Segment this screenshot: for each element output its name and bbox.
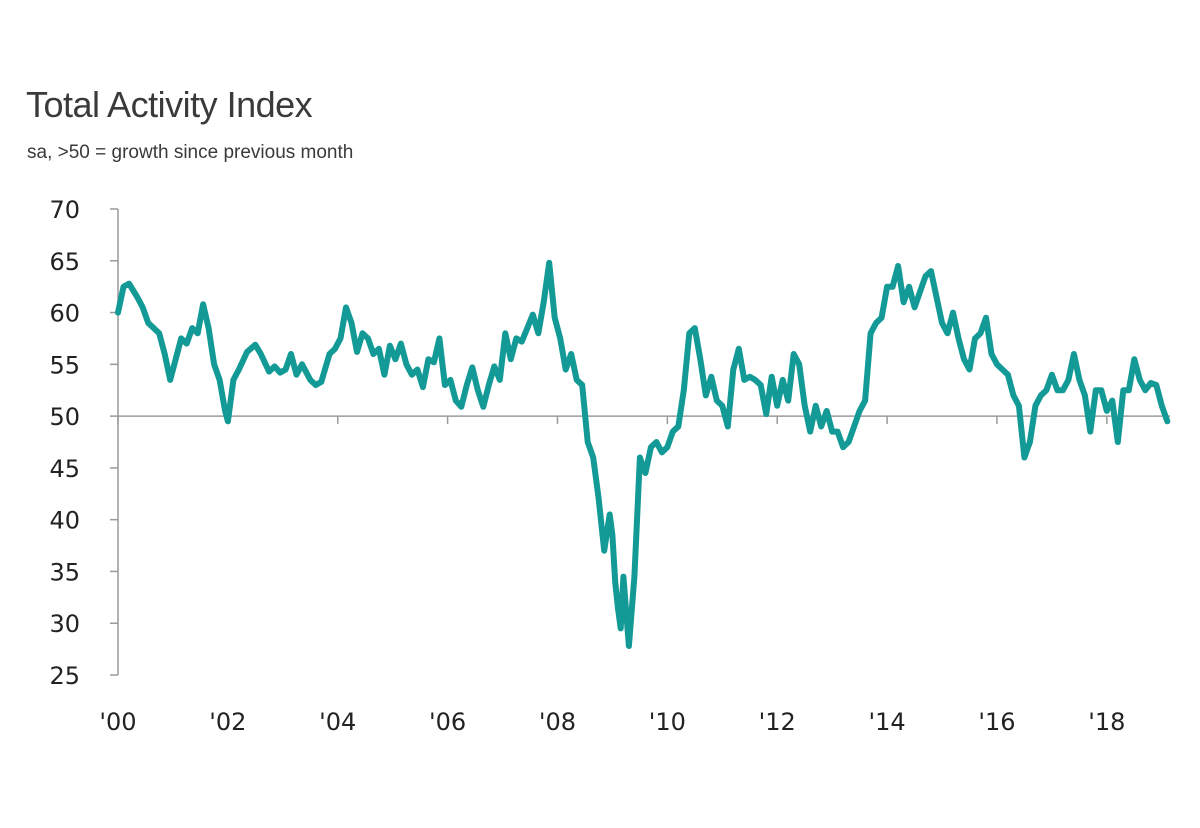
y-tick-label: 45 <box>49 455 80 483</box>
x-tick-label: '02 <box>209 708 246 736</box>
y-tick-label: 50 <box>49 403 80 431</box>
x-tick-label: '04 <box>319 708 356 736</box>
y-tick-label: 60 <box>49 300 80 328</box>
y-tick-label: 70 <box>49 196 80 224</box>
y-tick-label: 35 <box>49 558 80 586</box>
x-tick-label: '18 <box>1088 708 1125 736</box>
y-tick-label: 55 <box>49 351 80 379</box>
y-axis: 70 65 60 55 50 45 40 35 30 25 <box>49 196 119 690</box>
series-group <box>115 259 1171 649</box>
y-tick-label: 65 <box>49 248 80 276</box>
x-tick-label: '12 <box>759 708 796 736</box>
y-tick-label: 40 <box>49 507 80 535</box>
x-tick-label: '10 <box>649 708 686 736</box>
chart-title: Total Activity Index <box>26 84 313 125</box>
series-line <box>115 259 1171 649</box>
y-tick-label: 30 <box>49 610 80 638</box>
y-tick-label: 25 <box>49 662 80 690</box>
x-tick-label: '06 <box>429 708 466 736</box>
x-tick-label: '14 <box>869 708 906 736</box>
chart-subtitle: sa, >50 = growth since previous month <box>27 142 354 163</box>
x-tick-label: '16 <box>978 708 1015 736</box>
x-tick-label: '08 <box>539 708 576 736</box>
x-tick-label: '00 <box>99 708 136 736</box>
x-axis: '00 '02 '04 '06 '08 '10 '12 '14 '16 '18 <box>99 415 1170 736</box>
